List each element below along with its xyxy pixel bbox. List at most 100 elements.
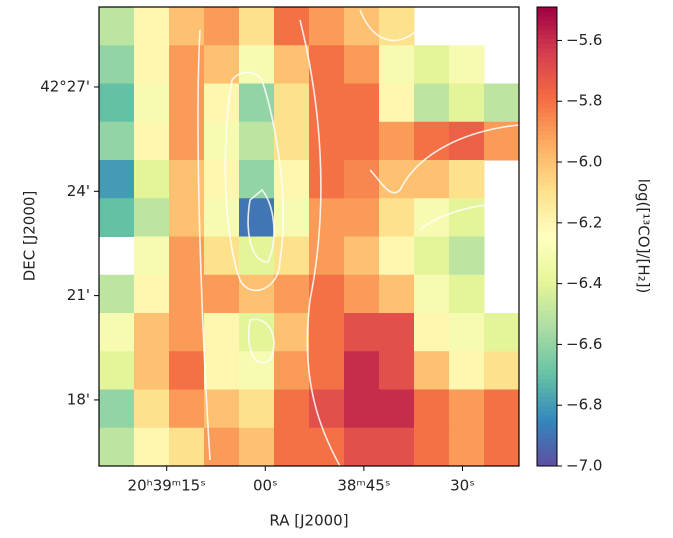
contour [369, 124, 520, 194]
plot-frame [98, 6, 520, 467]
colorbar-swatch [537, 346, 557, 352]
colorbar-swatch [537, 415, 557, 421]
colorbar-swatch [537, 75, 557, 81]
colorbar-swatch [537, 204, 557, 210]
colorbar-swatch [537, 273, 557, 279]
colorbar-swatch [537, 282, 557, 288]
colorbar-swatch [537, 25, 557, 31]
colorbar-swatch [537, 410, 557, 417]
colorbar-swatch [537, 300, 557, 306]
cell [309, 236, 345, 276]
cell [379, 351, 415, 390]
cell [344, 236, 380, 276]
cell [274, 198, 310, 237]
cell [169, 351, 205, 390]
cell [274, 427, 310, 467]
cell [239, 121, 275, 161]
x-tick-label: 20ʰ39ᵐ15ˢ [128, 477, 206, 495]
colorbar-tick-label: −7.0 [566, 457, 602, 475]
cell [449, 389, 485, 429]
map [99, 7, 520, 467]
colorbar-swatch [537, 328, 557, 334]
cell [379, 389, 415, 429]
colorbar-tick-label: −5.6 [566, 31, 602, 49]
cell [344, 274, 380, 314]
colorbar-swatch [537, 452, 557, 458]
cell [344, 351, 380, 390]
y-tick-label: 21' [67, 286, 90, 304]
cell [379, 121, 415, 161]
colorbar-swatch [537, 420, 557, 426]
colorbar-swatch [537, 34, 557, 40]
cell [204, 198, 240, 237]
cell [169, 389, 205, 429]
cell [449, 160, 485, 199]
cell [344, 45, 380, 84]
colorbar-swatch [537, 392, 557, 398]
colorbar-swatch [537, 149, 557, 155]
cell [99, 160, 135, 199]
colorbar-swatch [537, 140, 557, 146]
cell [99, 45, 135, 84]
cell [484, 427, 520, 467]
colorbar-swatch [537, 374, 557, 380]
colorbar-swatch [537, 98, 557, 104]
y-tick-label: 24' [67, 182, 90, 200]
cell [309, 160, 345, 199]
colorbar-swatch [537, 286, 557, 293]
y-tick-label: 42°27' [40, 77, 90, 95]
colorbar-swatch [537, 259, 557, 265]
x-axis-label: RA [J2000] [269, 512, 348, 530]
cell [309, 313, 345, 352]
colorbar-swatch [537, 130, 557, 137]
colorbar-swatch [537, 218, 557, 224]
colorbar-swatch [537, 71, 557, 77]
colorbar-swatch [537, 360, 557, 366]
cell [414, 427, 450, 467]
colorbar-swatch [537, 222, 557, 228]
colorbar-swatch [537, 158, 557, 164]
colorbar-swatch [537, 406, 557, 412]
cell [379, 83, 415, 123]
cell [204, 7, 240, 46]
colorbar-swatch [537, 254, 557, 260]
cell [169, 7, 205, 46]
cell [449, 45, 485, 84]
cell [449, 274, 485, 314]
colorbar-swatch [537, 332, 557, 338]
cell [274, 121, 310, 161]
colorbar-swatch [537, 443, 557, 449]
cell [239, 45, 275, 84]
cell [309, 121, 345, 161]
cell [274, 351, 310, 390]
cell [379, 198, 415, 237]
colorbar-swatch [537, 291, 557, 297]
colorbar-swatch [537, 268, 557, 274]
cell [344, 427, 380, 467]
cell [239, 198, 275, 237]
colorbar-swatch [537, 378, 557, 384]
colorbar-swatch [537, 94, 557, 100]
cell [484, 389, 520, 429]
colorbar-swatch [537, 438, 557, 444]
cell [274, 83, 310, 123]
colorbar-swatch [537, 85, 557, 91]
colorbar-swatch [537, 167, 557, 173]
colorbar-tick-label: −6.6 [566, 335, 602, 353]
colorbar-swatch [537, 296, 557, 302]
cell [239, 274, 275, 314]
colorbar-swatch [537, 461, 557, 467]
colorbar-swatch [537, 456, 557, 462]
cell [344, 121, 380, 161]
colorbar-swatch [537, 369, 557, 375]
colorbar-swatch [537, 43, 557, 49]
cell [309, 198, 345, 237]
x-tick-label: 38ᵐ45ˢ [337, 477, 390, 495]
colorbar-swatch [537, 277, 557, 283]
cell [274, 274, 310, 314]
colorbar-swatch [537, 121, 557, 127]
cell [379, 427, 415, 467]
cell [274, 389, 310, 429]
cell [449, 198, 485, 237]
